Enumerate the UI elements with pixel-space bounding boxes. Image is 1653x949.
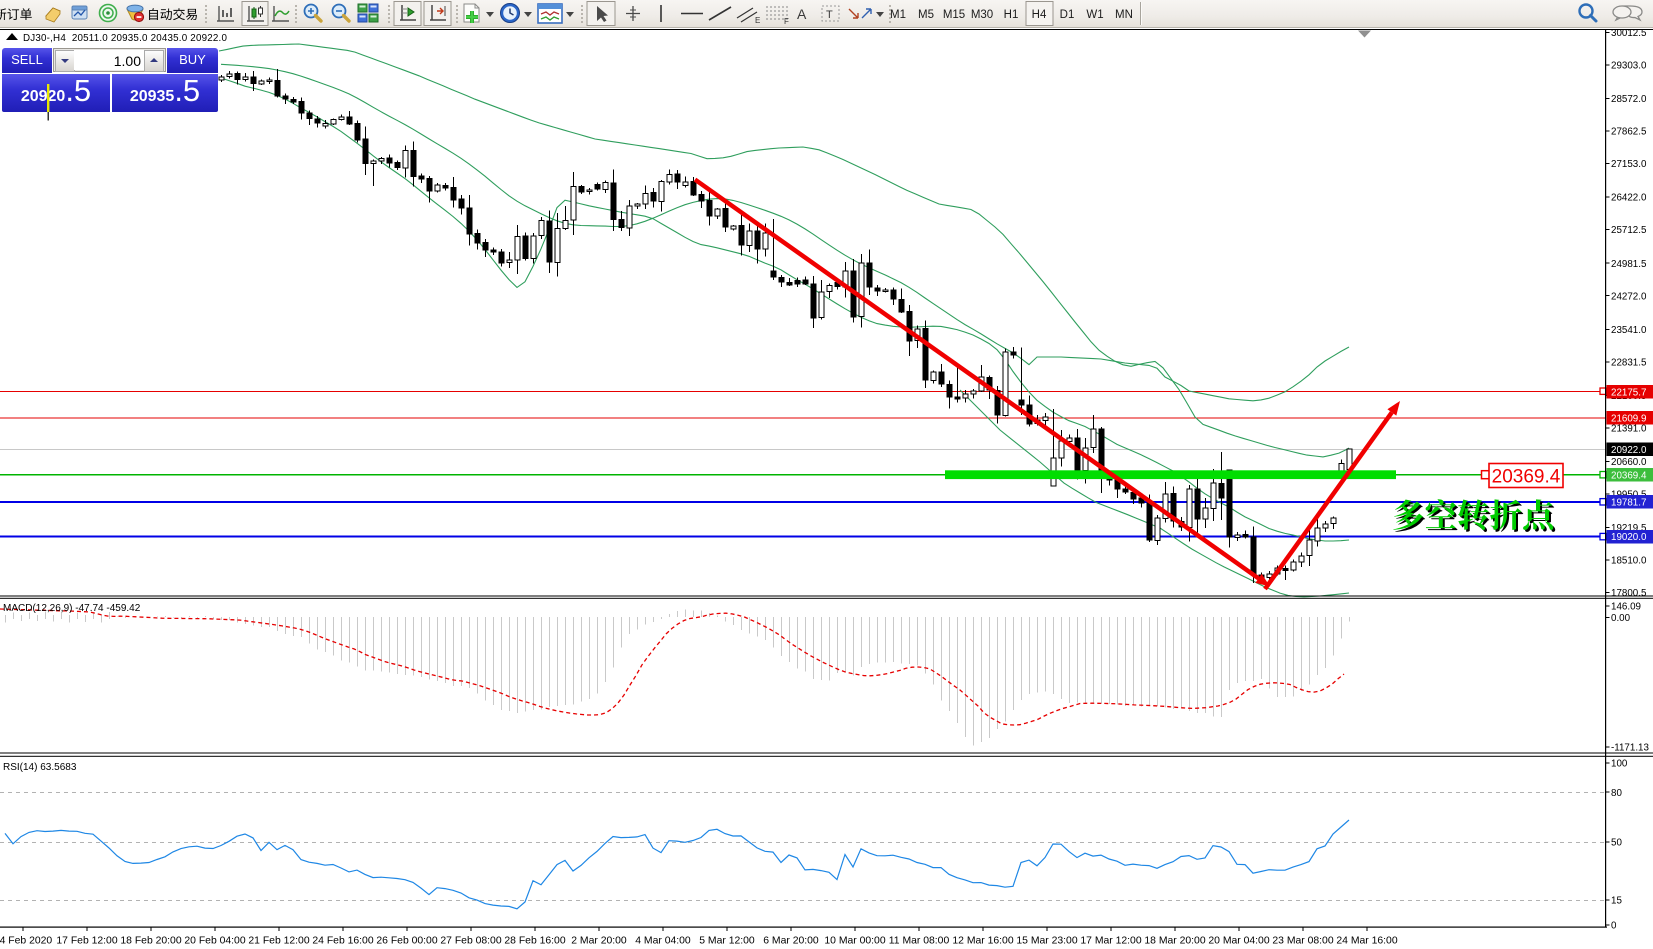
svg-text:18 Feb 20:00: 18 Feb 20:00 (120, 936, 181, 947)
svg-text:RSI(14) 63.5683: RSI(14) 63.5683 (3, 762, 77, 773)
svg-text:29303.0: 29303.0 (1611, 61, 1647, 72)
svg-text:19781.7: 19781.7 (1611, 497, 1646, 508)
svg-text:20660.0: 20660.0 (1611, 457, 1647, 468)
svg-text:DJ30-,H4 20511.0 20935.0 2043: DJ30-,H4 20511.0 20935.0 20435.0 20922.0 (23, 33, 227, 44)
svg-text:24 Feb 16:00: 24 Feb 16:00 (312, 936, 373, 947)
svg-text:12 Mar 16:00: 12 Mar 16:00 (952, 936, 1013, 947)
svg-text:MACD(12,26,9) -47.74 -459.42: MACD(12,26,9) -47.74 -459.42 (3, 603, 141, 614)
svg-text:14 Feb 2020: 14 Feb 2020 (0, 936, 52, 947)
svg-text:26 Feb 00:00: 26 Feb 00:00 (376, 936, 437, 947)
svg-text:M5: M5 (918, 9, 934, 21)
svg-text:30012.5: 30012.5 (1611, 28, 1647, 39)
svg-text:15: 15 (1611, 896, 1622, 907)
svg-text:22831.5: 22831.5 (1611, 357, 1647, 368)
svg-text:E: E (755, 16, 760, 25)
svg-text:15 Mar 23:00: 15 Mar 23:00 (1016, 936, 1077, 947)
svg-text:10 Mar 00:00: 10 Mar 00:00 (824, 936, 885, 947)
svg-text:H4: H4 (1032, 9, 1047, 21)
svg-text:21 Feb 12:00: 21 Feb 12:00 (248, 936, 309, 947)
svg-text:23541.0: 23541.0 (1611, 325, 1647, 336)
svg-text:146.09: 146.09 (1611, 602, 1641, 613)
svg-text:27 Feb 08:00: 27 Feb 08:00 (440, 936, 501, 947)
svg-text:0.00: 0.00 (1611, 613, 1631, 624)
svg-text:M15: M15 (943, 9, 965, 21)
svg-text:2 Mar 20:00: 2 Mar 20:00 (571, 936, 627, 947)
svg-text:5 Mar 12:00: 5 Mar 12:00 (699, 936, 755, 947)
svg-text:50: 50 (1611, 838, 1622, 849)
svg-text:M30: M30 (971, 9, 993, 21)
svg-text:22175.7: 22175.7 (1611, 388, 1646, 399)
svg-text:W1: W1 (1086, 9, 1103, 21)
svg-text:H1: H1 (1004, 9, 1019, 21)
svg-text:MN: MN (1115, 9, 1133, 21)
svg-text:21609.9: 21609.9 (1611, 413, 1646, 424)
svg-text:6 Mar 20:00: 6 Mar 20:00 (763, 936, 819, 947)
svg-text:20369.4: 20369.4 (1611, 470, 1647, 481)
svg-text:18 Mar 20:00: 18 Mar 20:00 (1144, 936, 1205, 947)
svg-text:26422.0: 26422.0 (1611, 193, 1647, 204)
svg-text:19219.5: 19219.5 (1611, 523, 1647, 534)
svg-text:100: 100 (1611, 758, 1628, 769)
svg-text:4 Mar 04:00: 4 Mar 04:00 (635, 936, 691, 947)
svg-text:24 Mar 16:00: 24 Mar 16:00 (1336, 936, 1397, 947)
svg-text:19020.0: 19020.0 (1611, 532, 1647, 543)
svg-text:20 Feb 04:00: 20 Feb 04:00 (184, 936, 245, 947)
svg-text:28 Feb 16:00: 28 Feb 16:00 (504, 936, 565, 947)
svg-text:D1: D1 (1060, 9, 1075, 21)
svg-text:21391.0: 21391.0 (1611, 424, 1647, 435)
svg-text:23 Mar 08:00: 23 Mar 08:00 (1272, 936, 1333, 947)
svg-text:20369.4: 20369.4 (1492, 467, 1561, 488)
svg-text:20 Mar 04:00: 20 Mar 04:00 (1208, 936, 1269, 947)
svg-text:24981.5: 24981.5 (1611, 259, 1647, 270)
svg-text:18510.0: 18510.0 (1611, 556, 1647, 567)
svg-text:F: F (784, 17, 789, 26)
svg-text:T: T (826, 9, 833, 21)
svg-text:27862.5: 27862.5 (1611, 127, 1647, 138)
svg-text:17800.5: 17800.5 (1611, 588, 1647, 599)
svg-text:-1171.13: -1171.13 (1611, 743, 1649, 754)
svg-text:0: 0 (1611, 921, 1617, 932)
svg-text:28572.0: 28572.0 (1611, 94, 1647, 105)
svg-text:20922.0: 20922.0 (1611, 445, 1647, 456)
svg-text:25712.5: 25712.5 (1611, 225, 1647, 236)
svg-text:24272.0: 24272.0 (1611, 291, 1647, 302)
svg-text:A: A (797, 6, 807, 22)
svg-text:M1: M1 (890, 9, 906, 21)
svg-text:80: 80 (1611, 788, 1622, 799)
svg-text:17 Feb 12:00: 17 Feb 12:00 (56, 936, 117, 947)
svg-text:17 Mar 12:00: 17 Mar 12:00 (1080, 936, 1141, 947)
svg-text:27153.0: 27153.0 (1611, 159, 1647, 170)
svg-text:11 Mar 08:00: 11 Mar 08:00 (889, 936, 950, 947)
